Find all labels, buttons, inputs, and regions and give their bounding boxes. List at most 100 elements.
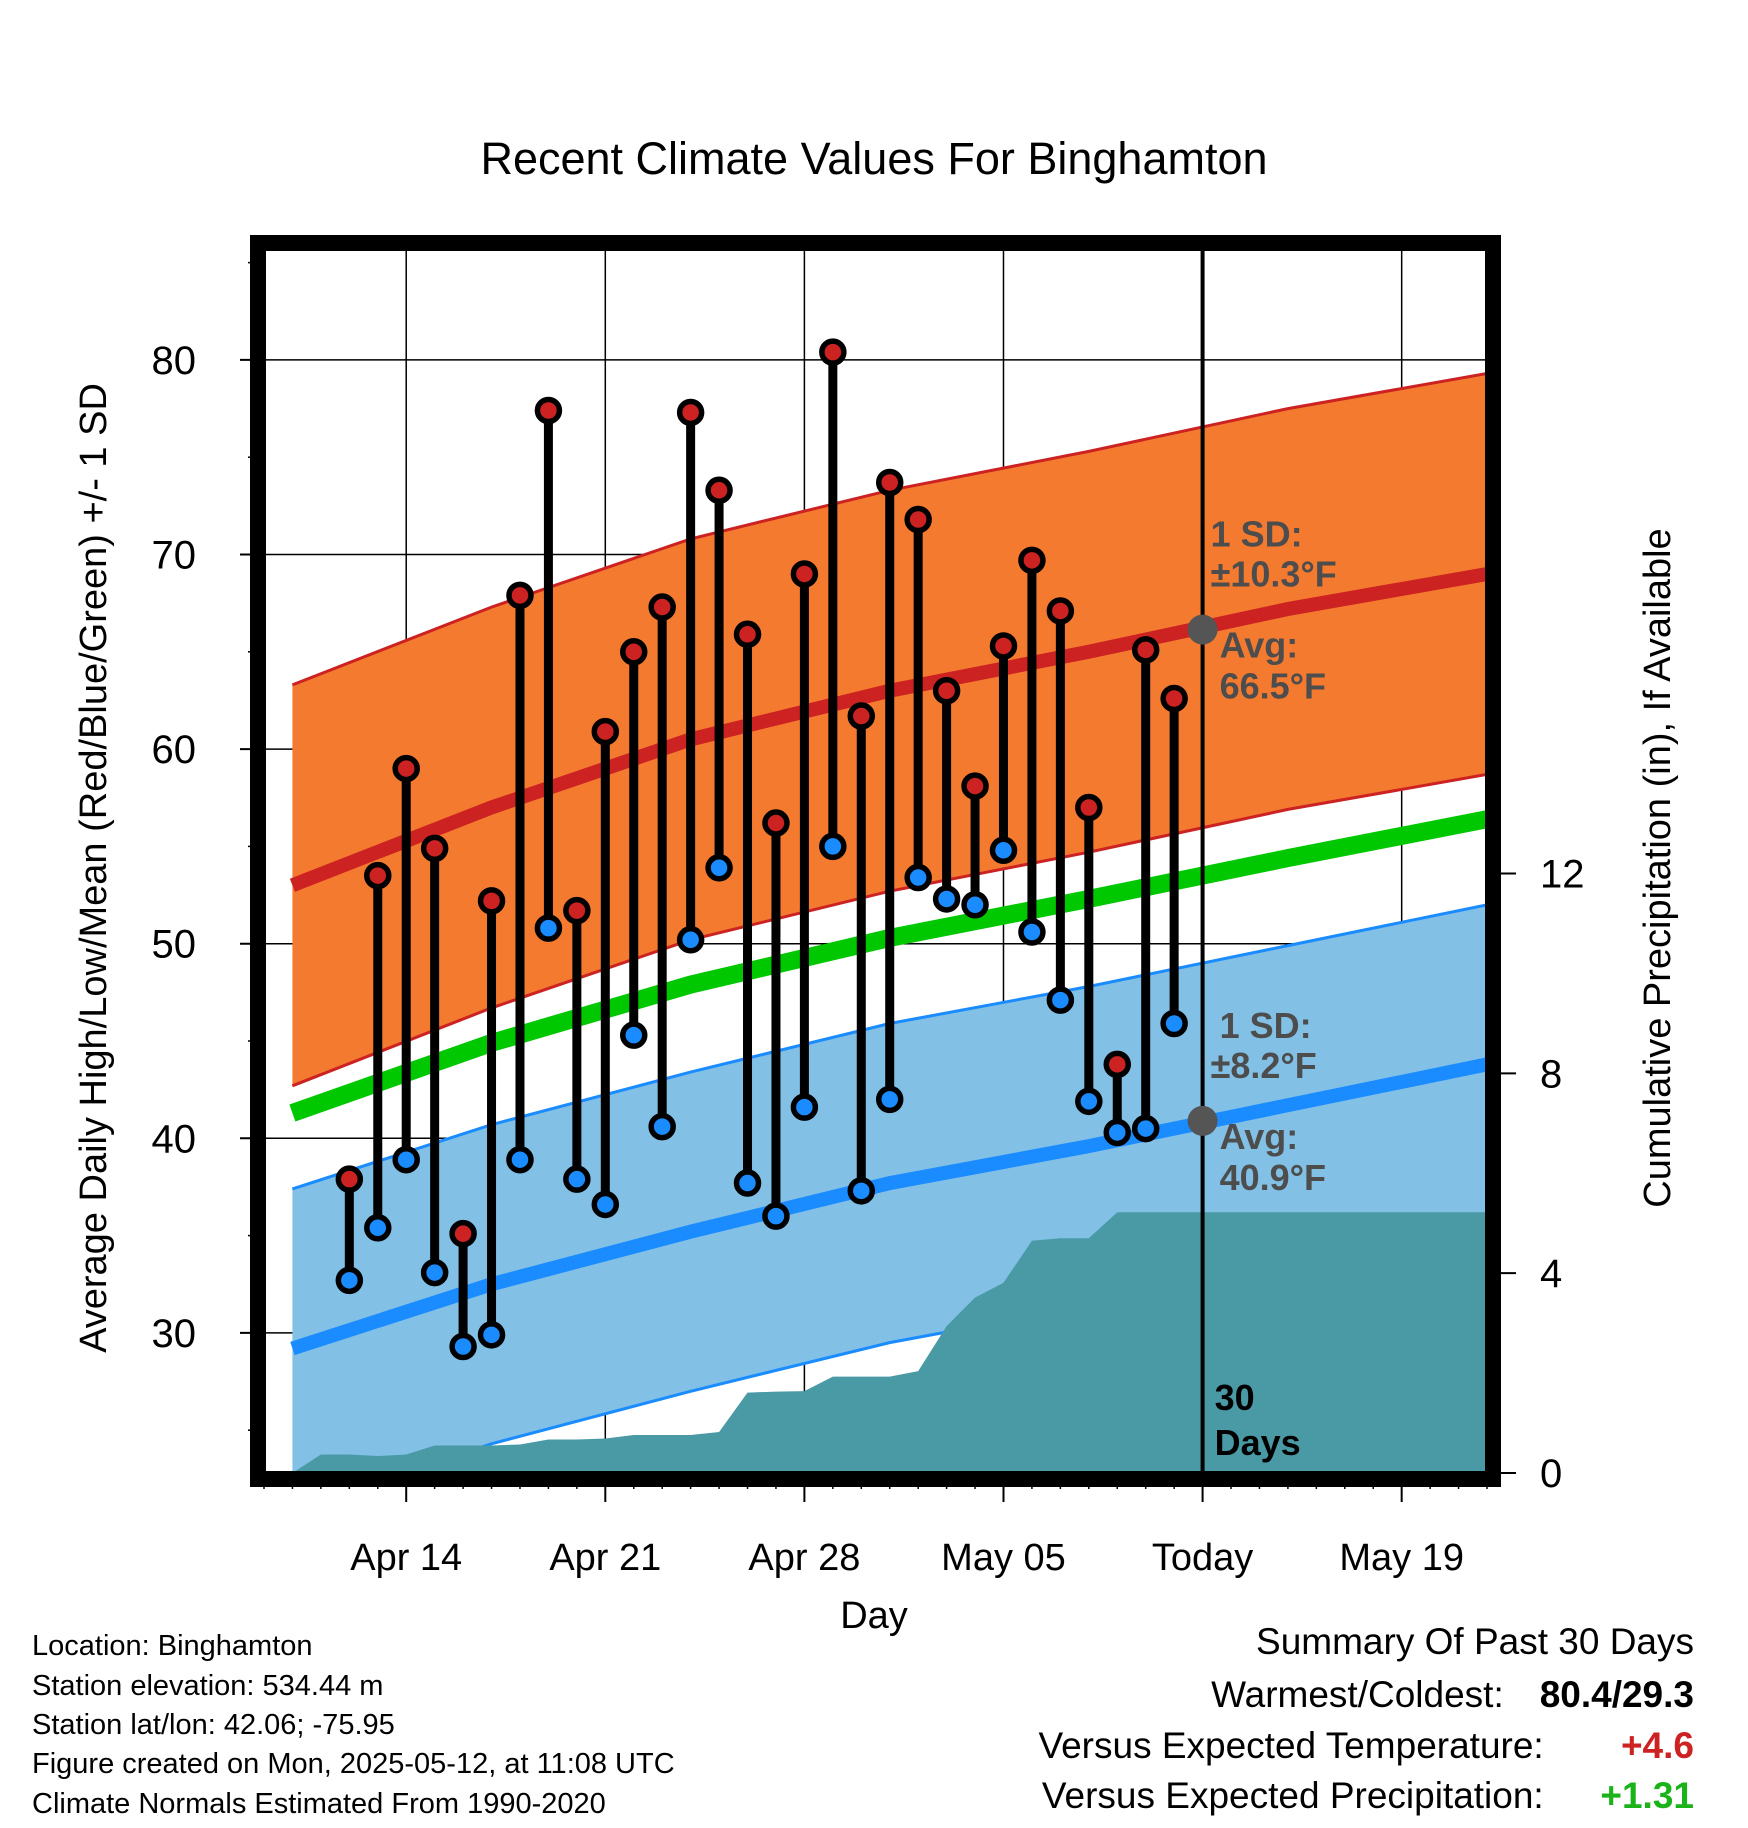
info-created: Figure created on Mon, 2025-05-12, at 11… (32, 1748, 675, 1780)
summary-heading: Summary Of Past 30 Days (1256, 1621, 1694, 1662)
daily-low-point (790, 1093, 819, 1121)
x-axis-label: Day (840, 1595, 908, 1637)
daily-high-point (1018, 546, 1046, 575)
daily-high-point (392, 754, 420, 783)
high-sd-label: 1 SD: (1211, 514, 1303, 555)
daily-high-point (932, 676, 961, 705)
today-avg-low-marker (1187, 1105, 1218, 1136)
daily-low-point (1075, 1087, 1103, 1116)
precip-vs-expected-label: Versus Expected Precipitation: (1041, 1775, 1544, 1816)
daily-low-point (875, 1085, 904, 1114)
temp-vs-expected-label: Versus Expected Temperature: (1038, 1725, 1544, 1766)
daily-low-point (619, 1021, 648, 1049)
x-tick-label: May 05 (941, 1537, 1066, 1579)
warm-cold-label: Warmest/Coldest: (1211, 1674, 1504, 1715)
x-tick-label: Apr 28 (748, 1537, 860, 1579)
low-sd-value: ±8.2°F (1211, 1045, 1317, 1086)
daily-high-point (790, 560, 819, 588)
daily-low-point (449, 1332, 477, 1361)
daily-high-point (875, 468, 904, 497)
daily-low-point (364, 1214, 392, 1242)
info-normals: Climate Normals Estimated From 1990-2020 (32, 1788, 606, 1820)
x-tick-label: Today (1152, 1537, 1253, 1579)
daily-high-point (591, 717, 620, 746)
daily-high-point (1046, 597, 1075, 625)
summary-warm-cold: Warmest/Coldest: 80.4/29.3 (1211, 1676, 1694, 1713)
daily-high-point (961, 772, 989, 800)
high-avg-value: 66.5°F (1220, 666, 1326, 707)
y-tick-label: 80 (152, 339, 197, 383)
daily-low-point (961, 891, 989, 919)
daily-low-point (477, 1321, 506, 1349)
daily-high-point (534, 396, 563, 425)
daily-low-point (1131, 1114, 1160, 1143)
daily-low-point (563, 1165, 591, 1193)
daily-high-point (420, 834, 449, 863)
daily-high-point (762, 809, 790, 837)
daily-high-point (1075, 793, 1103, 822)
x-tick-label: Apr 21 (549, 1537, 661, 1579)
daily-high-point (648, 593, 676, 621)
daily-high-point (619, 638, 648, 666)
daily-high-point (1160, 684, 1188, 713)
precip-vs-expected-value: +1.31 (1600, 1775, 1694, 1816)
high-sd-value: ±10.3°F (1211, 554, 1337, 595)
y-tick-label: 70 (152, 534, 197, 578)
y-tick-label: 50 (152, 923, 197, 967)
daily-high-point (676, 398, 705, 427)
y-axis-label: Average Daily High/Low/Mean (Red/Blue/Gr… (73, 383, 115, 1353)
daily-high-point (563, 896, 591, 925)
daily-high-point (506, 581, 534, 610)
chart-title: Recent Climate Values For Binghamton (480, 133, 1267, 184)
daily-low-point (648, 1112, 676, 1141)
y2-tick-label: 12 (1540, 852, 1585, 896)
daily-low-point (420, 1258, 449, 1287)
daily-low-point (506, 1145, 534, 1174)
y2-tick-label: 0 (1540, 1452, 1562, 1496)
low-sd-label: 1 SD: (1220, 1005, 1312, 1046)
daily-low-point (676, 926, 705, 954)
daily-high-point (477, 887, 506, 915)
daily-high-point (847, 702, 876, 730)
x-tick-label: May 19 (1339, 1537, 1464, 1579)
daily-low-point (932, 885, 961, 913)
daily-high-point (364, 861, 392, 890)
today-window-label: 30 (1215, 1377, 1255, 1418)
daily-low-point (1018, 918, 1046, 946)
daily-high-point (335, 1165, 364, 1193)
axes: Apr 14 Apr 21 Apr 28 May 05 Today May 1930405… (152, 261, 1585, 1579)
y-tick-label: 40 (152, 1117, 197, 1161)
daily-high-point (1103, 1050, 1132, 1079)
daily-high-point (989, 632, 1018, 660)
warm-cold-value: 80.4/29.3 (1539, 1674, 1694, 1715)
daily-low-point (705, 854, 733, 882)
daily-low-point (392, 1145, 420, 1174)
daily-low-point (1046, 986, 1075, 1014)
daily-low-point (335, 1266, 364, 1295)
high-avg-label: Avg: (1220, 625, 1299, 666)
plot-clip-group (264, 249, 1487, 1473)
y-tick-label: 30 (152, 1312, 197, 1356)
summary-temp: Versus Expected Temperature: +4.6 (1038, 1727, 1694, 1764)
info-location: Location: Binghamton (32, 1630, 313, 1662)
info-elevation: Station elevation: 534.44 m (32, 1670, 384, 1702)
temp-vs-expected-value: +4.6 (1620, 1725, 1694, 1766)
daily-high-point (705, 476, 733, 505)
low-avg-value: 40.9°F (1220, 1157, 1326, 1198)
y2-axis-label: Cumulative Precipitation (in), If Availa… (1637, 528, 1679, 1207)
y2-tick-label: 8 (1540, 1052, 1562, 1096)
daily-high-point (733, 620, 762, 649)
summary-precip: Versus Expected Precipitation: +1.31 (1042, 1777, 1694, 1814)
daily-low-point (989, 836, 1018, 865)
daily-low-point (1103, 1118, 1132, 1147)
y2-tick-label: 4 (1540, 1252, 1562, 1296)
info-latlon: Station lat/lon: 42.06; -75.95 (32, 1709, 395, 1741)
daily-low-point (591, 1190, 620, 1219)
daily-low-point (534, 914, 563, 942)
today-window-label: Days (1215, 1422, 1301, 1463)
daily-high-point (449, 1219, 477, 1248)
x-tick-label: Apr 14 (350, 1537, 462, 1579)
daily-high-point (1131, 636, 1160, 664)
low-avg-label: Avg: (1220, 1116, 1299, 1157)
